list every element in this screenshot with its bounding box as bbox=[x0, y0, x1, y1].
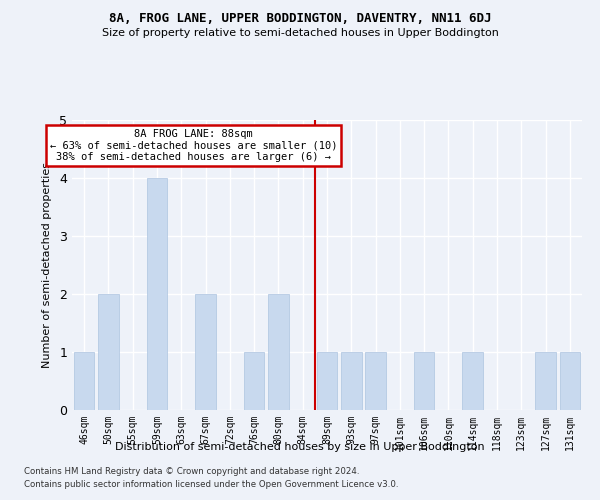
Text: Contains public sector information licensed under the Open Government Licence v3: Contains public sector information licen… bbox=[24, 480, 398, 489]
Bar bbox=[365, 352, 386, 410]
Bar bbox=[74, 352, 94, 410]
Bar bbox=[535, 352, 556, 410]
Text: 8A, FROG LANE, UPPER BODDINGTON, DAVENTRY, NN11 6DJ: 8A, FROG LANE, UPPER BODDINGTON, DAVENTR… bbox=[109, 12, 491, 26]
Bar bbox=[244, 352, 265, 410]
Bar bbox=[560, 352, 580, 410]
Bar bbox=[195, 294, 216, 410]
Text: 8A FROG LANE: 88sqm
← 63% of semi-detached houses are smaller (10)
38% of semi-d: 8A FROG LANE: 88sqm ← 63% of semi-detach… bbox=[50, 128, 337, 162]
Bar bbox=[341, 352, 362, 410]
Bar bbox=[98, 294, 119, 410]
Bar bbox=[317, 352, 337, 410]
Text: Contains HM Land Registry data © Crown copyright and database right 2024.: Contains HM Land Registry data © Crown c… bbox=[24, 467, 359, 476]
Text: Size of property relative to semi-detached houses in Upper Boddington: Size of property relative to semi-detach… bbox=[101, 28, 499, 38]
Y-axis label: Number of semi-detached properties: Number of semi-detached properties bbox=[42, 162, 52, 368]
Bar bbox=[268, 294, 289, 410]
Bar bbox=[414, 352, 434, 410]
Bar bbox=[463, 352, 483, 410]
Text: Distribution of semi-detached houses by size in Upper Boddington: Distribution of semi-detached houses by … bbox=[115, 442, 485, 452]
Bar bbox=[146, 178, 167, 410]
